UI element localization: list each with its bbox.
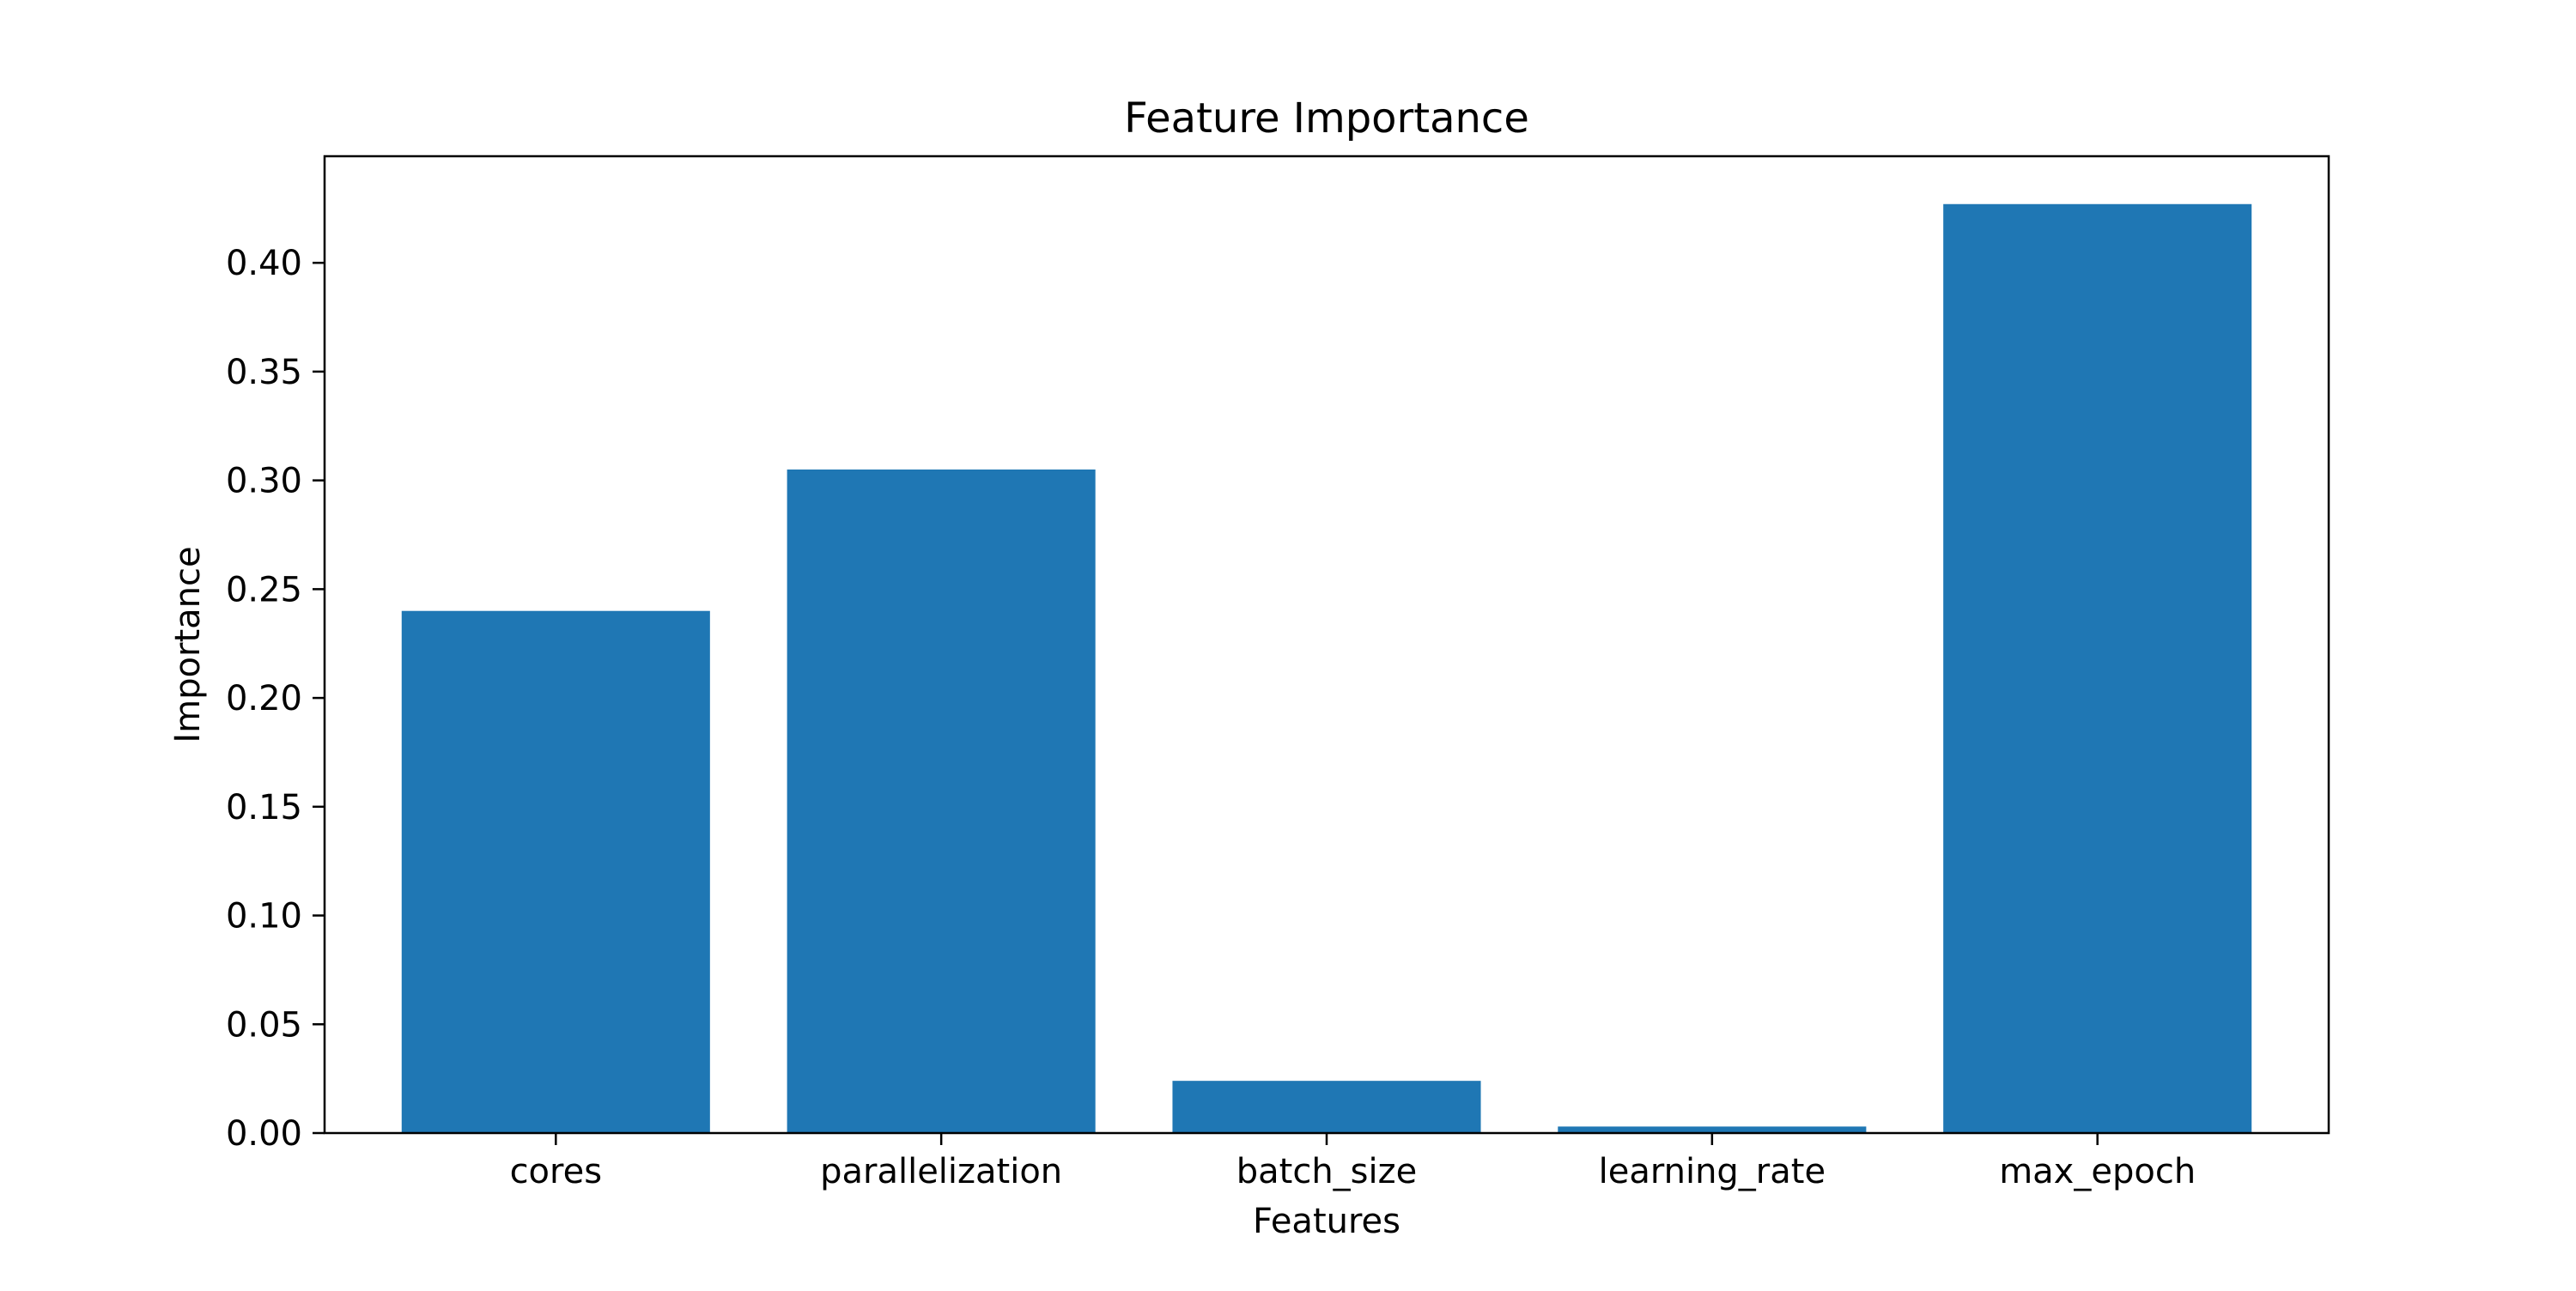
x-tick-label: learning_rate [1599, 1152, 1826, 1191]
bar-learning-rate [1558, 1126, 1867, 1133]
y-tick-label: 0.40 [226, 244, 302, 283]
y-tick-label: 0.10 [226, 897, 302, 936]
y-axis: 0.00 0.05 0.10 0.15 0.20 0.25 0.30 0.35 0.40 [226, 244, 325, 1154]
y-tick-label: 0.05 [226, 1005, 302, 1045]
y-tick-label: 0.15 [226, 788, 302, 827]
x-tick-label: batch_size [1236, 1152, 1418, 1191]
bars [401, 203, 2252, 1133]
plot-frame [323, 155, 2330, 1135]
x-axis: cores parallelization batch_size learning_r… [510, 1133, 2196, 1191]
y-tick-label: 0.20 [226, 679, 302, 718]
bar-cores [401, 610, 710, 1133]
bar-batch-size [1172, 1081, 1481, 1133]
x-tick-label: cores [510, 1152, 602, 1191]
bar-parallelization [787, 469, 1096, 1133]
x-tick-label: parallelization [820, 1152, 1062, 1191]
y-axis-label: Importance [168, 546, 208, 742]
y-tick-label: 0.30 [226, 462, 302, 501]
chart-title: Feature Importance [1124, 94, 1529, 142]
y-tick-label: 0.25 [226, 570, 302, 609]
y-tick-label: 0.00 [226, 1114, 302, 1154]
y-tick-label: 0.35 [226, 353, 302, 392]
x-axis-label: Features [1253, 1202, 1400, 1241]
x-tick-label: max_epoch [1999, 1152, 2196, 1191]
bar-max-epoch [1943, 203, 2252, 1133]
